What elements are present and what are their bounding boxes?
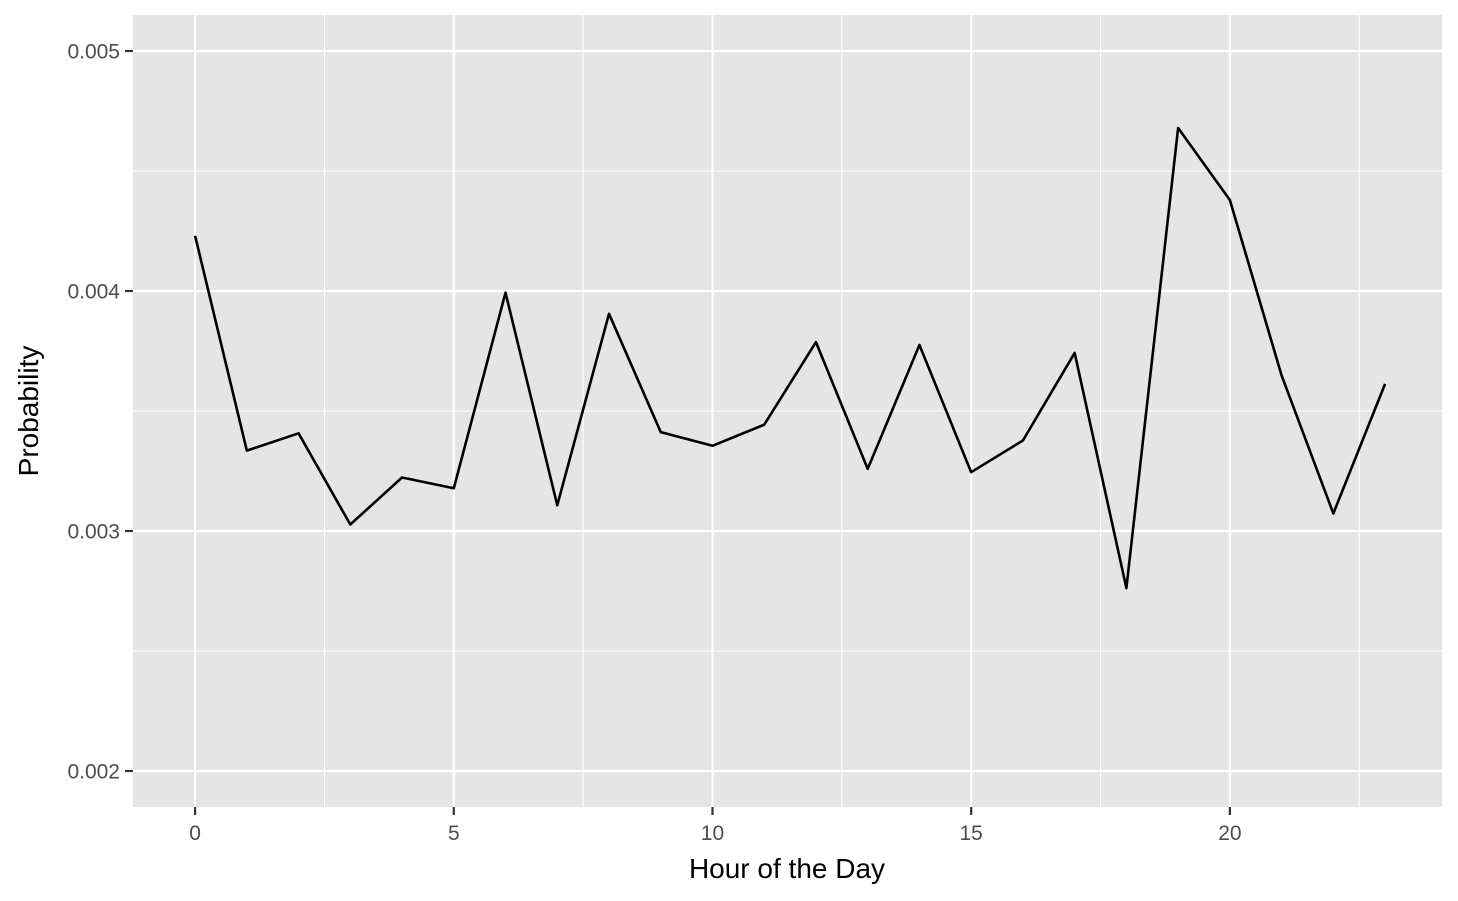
- x-tick-label-4: 20: [1218, 822, 1241, 845]
- x-tick-label-1: 5: [448, 822, 460, 845]
- y-tick-label-1: 0.003: [67, 521, 120, 544]
- x-axis-title: Hour of the Day: [689, 853, 885, 884]
- x-tick-label-2: 10: [701, 822, 724, 845]
- x-tick-label-3: 15: [959, 822, 982, 845]
- probability-series-line: [193, 126, 1387, 590]
- series-layer: [193, 126, 1387, 590]
- major-gridlines: [133, 15, 1442, 807]
- y-tick-label-3: 0.005: [67, 41, 120, 64]
- x-tick-label-0: 0: [189, 822, 201, 845]
- y-tick-label-0: 0.002: [67, 761, 120, 784]
- y-tick-label-2: 0.004: [67, 281, 120, 304]
- y-axis: 0.002 0.003 0.004 0.005: [67, 41, 133, 784]
- x-axis: 0 5 10 15 20: [189, 807, 1242, 845]
- y-axis-title: Probability: [13, 346, 44, 477]
